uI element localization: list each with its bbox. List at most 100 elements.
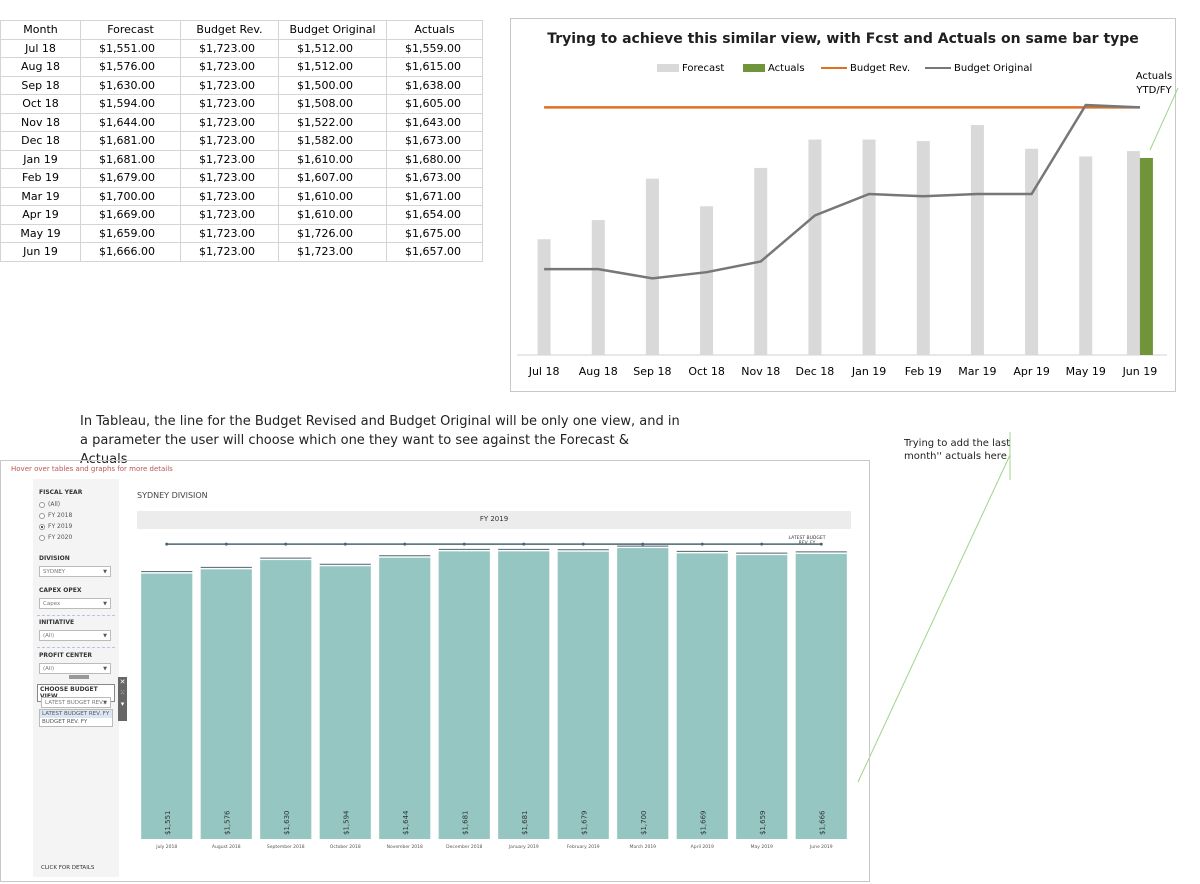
month-label: December 2018 bbox=[446, 845, 483, 850]
forecast-bar[interactable] bbox=[795, 553, 847, 839]
fiscal-year-option-2019[interactable]: FY 2019 bbox=[39, 523, 72, 530]
table-row: Nov 18 $1,644.00 $1,723.00 $1,522.00 $1,643.… bbox=[0, 112, 483, 132]
profit-center-value: (All) bbox=[43, 666, 55, 672]
forecast-bar[interactable] bbox=[319, 566, 371, 839]
legend-forecast: Forecast bbox=[657, 63, 724, 74]
fiscal-year-title: FY 2019 bbox=[479, 515, 509, 523]
column-header: Actuals bbox=[386, 20, 483, 40]
reference-point bbox=[581, 542, 585, 546]
table-cell: Mar 19 bbox=[0, 186, 81, 206]
table-row: Mar 19 $1,700.00 $1,723.00 $1,610.00 $1,671.… bbox=[0, 186, 483, 206]
legend-label-actuals: Actuals bbox=[768, 63, 805, 74]
forecast-bar bbox=[1126, 151, 1140, 355]
filter-controls: ✕ ⁙ ▾ bbox=[118, 677, 127, 721]
forecast-bar[interactable] bbox=[260, 560, 312, 839]
forecast-bar[interactable] bbox=[379, 557, 431, 839]
table-row: Jan 19 $1,681.00 $1,723.00 $1,610.00 $1,680.… bbox=[0, 149, 483, 169]
month-label: July 2018 bbox=[156, 845, 178, 850]
forecast-bar[interactable] bbox=[557, 551, 609, 839]
forecast-bar[interactable] bbox=[498, 551, 550, 839]
forecast-bar bbox=[970, 125, 984, 355]
table-cell: Sep 18 bbox=[0, 75, 81, 95]
table-row: Sep 18 $1,630.00 $1,723.00 $1,500.00 $1,638.… bbox=[0, 75, 483, 95]
x-tick-label: Feb 19 bbox=[904, 365, 942, 378]
forecast-bar[interactable] bbox=[438, 551, 490, 839]
month-label: September 2018 bbox=[266, 845, 305, 850]
initiative-label: INITIATIVE bbox=[39, 619, 75, 626]
x-tick-label: Mar 19 bbox=[958, 365, 997, 378]
excel-combo-chart: Trying to achieve this similar view, wit… bbox=[510, 18, 1176, 392]
bar-value-label: $1,576 bbox=[223, 810, 231, 835]
initiative-dropdown[interactable]: (All) ▼ bbox=[39, 630, 111, 641]
radio-icon bbox=[39, 512, 45, 519]
bar-value-label: $1,644 bbox=[402, 810, 410, 835]
table-cell: $1,723.00 bbox=[180, 75, 279, 95]
table-cell: $1,559.00 bbox=[386, 38, 483, 58]
legend-label-forecast: Forecast bbox=[682, 63, 725, 74]
table-cell: $1,643.00 bbox=[386, 112, 483, 132]
click-for-details-button[interactable]: CLICK FOR DETAILS bbox=[41, 865, 95, 871]
table-cell: $1,680.00 bbox=[386, 149, 483, 169]
forecast-bar bbox=[808, 139, 822, 355]
move-icon[interactable]: ⁙ bbox=[119, 689, 126, 697]
drag-handle-icon[interactable] bbox=[69, 675, 89, 679]
table-cell: Nov 18 bbox=[0, 112, 81, 132]
fiscal-year-label: FISCAL YEAR bbox=[39, 489, 83, 496]
forecast-bar[interactable] bbox=[617, 548, 669, 839]
table-cell: $1,723.00 bbox=[180, 168, 279, 188]
table-cell: $1,605.00 bbox=[386, 94, 483, 114]
table-cell: $1,666.00 bbox=[80, 242, 181, 262]
chevron-down-icon: ▼ bbox=[103, 666, 107, 672]
table-cell: Jan 19 bbox=[0, 149, 81, 169]
divider bbox=[37, 647, 115, 648]
legend-budget-original: Budget Original bbox=[925, 63, 1032, 74]
table-cell: $1,630.00 bbox=[80, 75, 181, 95]
forecast-bar[interactable] bbox=[736, 555, 788, 839]
fiscal-year-option-all[interactable]: (All) bbox=[39, 501, 60, 508]
table-cell: $1,723.00 bbox=[180, 112, 279, 132]
x-tick-label: Sep 18 bbox=[633, 365, 672, 378]
close-icon[interactable]: ✕ bbox=[119, 678, 126, 686]
x-tick-label: Apr 19 bbox=[1013, 365, 1050, 378]
profit-center-dropdown[interactable]: (All) ▼ bbox=[39, 663, 111, 674]
legend-label-budget-rev: Budget Rev. bbox=[850, 63, 911, 74]
table-row: May 19 $1,659.00 $1,723.00 $1,726.00 $1,675.… bbox=[0, 223, 483, 243]
table-cell: $1,681.00 bbox=[80, 149, 181, 169]
budget-view-option-revised[interactable]: BUDGET REV. FY bbox=[42, 719, 88, 725]
bar-value-label: $1,594 bbox=[342, 810, 350, 835]
legend-swatch-forecast bbox=[657, 64, 679, 72]
budget-original-line bbox=[544, 103, 1140, 280]
bar-value-label: $1,679 bbox=[580, 811, 588, 836]
division-dropdown[interactable]: SYDNEY ▼ bbox=[39, 566, 111, 577]
bar-value-label: $1,630 bbox=[283, 811, 291, 836]
reference-point bbox=[641, 542, 645, 546]
forecast-bar[interactable] bbox=[141, 573, 193, 839]
legend-budget-rev: Budget Rev. bbox=[821, 63, 910, 74]
forecast-bar bbox=[645, 178, 659, 355]
reference-point bbox=[403, 542, 407, 546]
fiscal-year-option-2020[interactable]: FY 2020 bbox=[39, 534, 72, 541]
table-cell: $1,673.00 bbox=[386, 131, 483, 151]
forecast-bar bbox=[591, 220, 605, 355]
radio-label: FY 2020 bbox=[48, 534, 73, 541]
bar-value-label: $1,669 bbox=[699, 811, 707, 836]
table-cell: $1,512.00 bbox=[278, 57, 387, 77]
reference-point bbox=[165, 542, 169, 546]
tableau-dashboard: Hover over tables and graphs for more de… bbox=[0, 460, 870, 882]
forecast-bar[interactable] bbox=[676, 553, 728, 839]
chevron-down-icon[interactable]: ▾ bbox=[120, 700, 125, 708]
budget-view-option-latest[interactable]: LATEST BUDGET REV. FY bbox=[40, 710, 112, 718]
table-cell: $1,679.00 bbox=[80, 168, 181, 188]
reference-point bbox=[343, 542, 347, 546]
budget-view-dropdown[interactable]: LATEST BUDGET REV... ▼ bbox=[41, 697, 111, 708]
x-tick-label: Aug 18 bbox=[578, 365, 618, 378]
initiative-value: (All) bbox=[43, 633, 55, 639]
divider bbox=[37, 615, 115, 616]
fiscal-year-option-2018[interactable]: FY 2018 bbox=[39, 512, 72, 519]
forecast-bar[interactable] bbox=[200, 569, 252, 839]
capex-opex-dropdown[interactable]: Capex ▼ bbox=[39, 598, 111, 609]
capex-opex-label: CAPEX OPEX bbox=[39, 587, 82, 594]
table-cell: $1,726.00 bbox=[278, 223, 387, 243]
month-label: May 2019 bbox=[750, 845, 773, 850]
x-tick-label: Jun 19 bbox=[1122, 365, 1158, 378]
